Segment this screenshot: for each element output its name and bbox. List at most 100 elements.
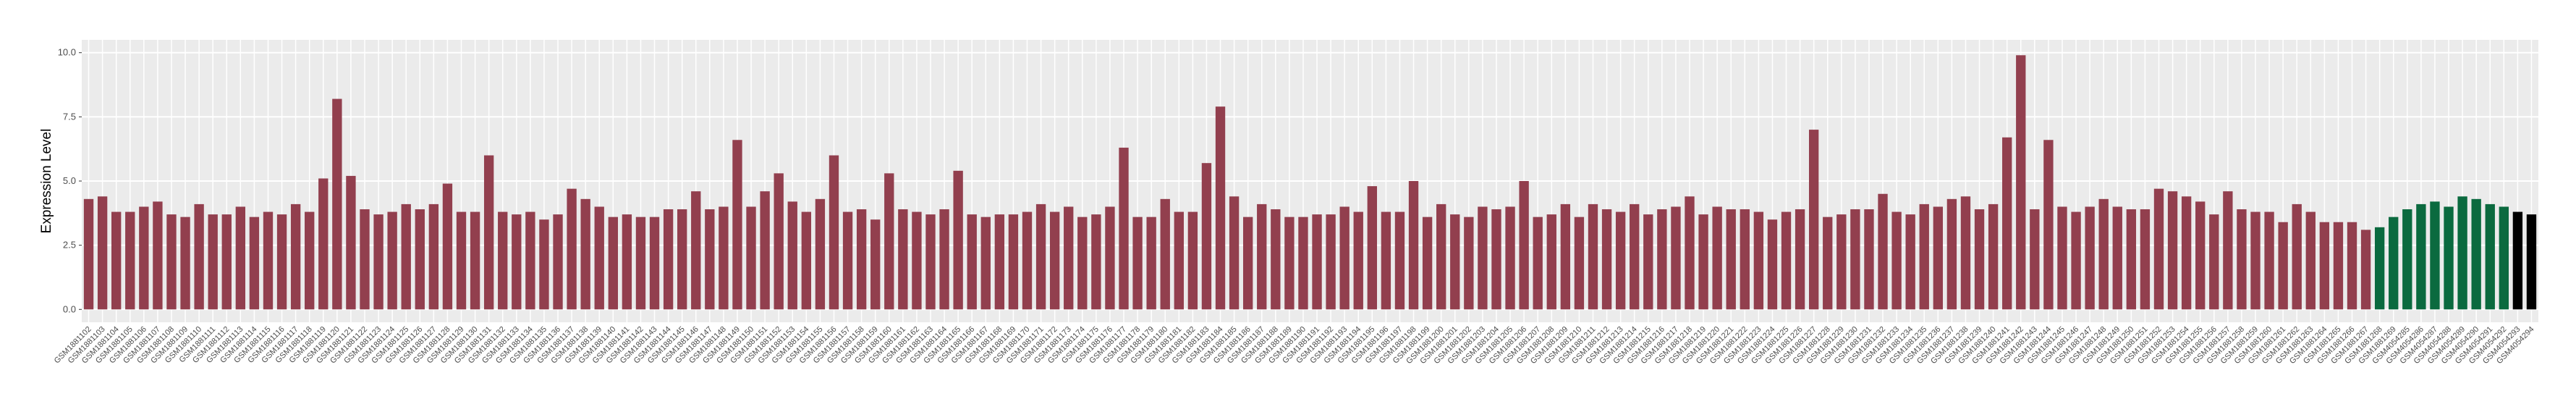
bar [2030,209,2040,310]
bar [1160,198,1170,310]
y-tick-label: 10.0 [58,47,76,58]
bar [2389,217,2399,310]
bar [290,203,301,310]
bar [1630,203,1640,310]
bar [1132,217,1143,310]
bar [1077,217,1088,310]
bar [1878,193,1888,310]
bar [1339,206,1350,310]
bar [870,219,881,310]
bar [2043,140,2054,310]
bar [2264,211,2274,310]
bar [2319,222,2330,310]
bar [1919,203,1929,310]
bar [829,155,839,310]
bar [1381,211,1391,310]
bar [249,217,260,310]
bar [1560,203,1571,310]
bar [1574,217,1585,310]
bar [1808,130,1819,310]
bar [97,196,108,310]
bar [1257,203,1267,310]
bar [125,211,135,310]
bar [774,173,784,310]
bar [180,217,190,310]
bar [2002,137,2012,310]
bar [1367,186,1378,310]
bar [760,191,770,310]
bar [2305,211,2316,310]
bar [2526,214,2537,310]
bar [1242,217,1253,310]
bar [719,206,729,310]
bar [567,188,577,310]
bar [1588,203,1598,310]
bar [221,214,232,310]
bar [1726,209,1736,310]
bar [318,178,329,310]
bar [1229,196,1240,310]
bar [980,217,991,310]
bar [732,140,742,310]
bar [953,170,963,310]
bar [1643,214,1653,310]
bar [608,217,618,310]
bar [677,209,687,310]
bar [1546,214,1556,310]
bar [2237,209,2247,310]
bar [235,206,246,310]
bar [2181,196,2192,310]
bar [456,211,467,310]
bar [346,175,356,310]
bar [594,206,604,310]
bar [663,209,674,310]
bar [580,198,590,310]
bar [428,203,439,310]
bar [1740,209,1750,310]
bar [1146,217,1156,310]
bar [2374,227,2385,310]
bar [1491,209,1501,310]
bar [111,211,122,310]
bar [1657,209,1667,310]
bar [2223,191,2233,310]
bar [401,203,411,310]
bar [1891,211,1902,310]
bar [2195,201,2206,310]
bar [1174,211,1184,310]
bar [898,209,908,310]
bar [2250,211,2261,310]
bar [1187,211,1198,310]
bar [1712,206,1722,310]
bar [1533,217,1543,310]
bar [166,214,177,310]
bar [1271,209,1281,310]
bar [2292,203,2302,310]
bar [925,214,936,310]
bar [2071,211,2081,310]
y-tick-label: 2.5 [63,240,76,251]
bar [2278,222,2288,310]
bar [1008,214,1019,310]
bar [1353,211,1363,310]
bar [787,201,797,310]
bar [1464,217,1474,310]
bar [2360,230,2371,310]
bar [2430,201,2440,310]
bar [483,155,494,310]
bar [1767,219,1778,310]
bar [539,219,549,310]
bar [1422,217,1433,310]
bar [1201,163,1212,310]
y-tick-label: 5.0 [63,175,76,186]
bar [649,217,660,310]
bar [1035,203,1046,310]
bar [208,214,218,310]
bar [1505,206,1515,310]
bar [1478,206,1488,310]
bar [387,211,397,310]
bar [1519,181,1529,310]
bar [2153,188,2164,310]
bar [1326,214,1336,310]
bar [1436,203,1446,310]
